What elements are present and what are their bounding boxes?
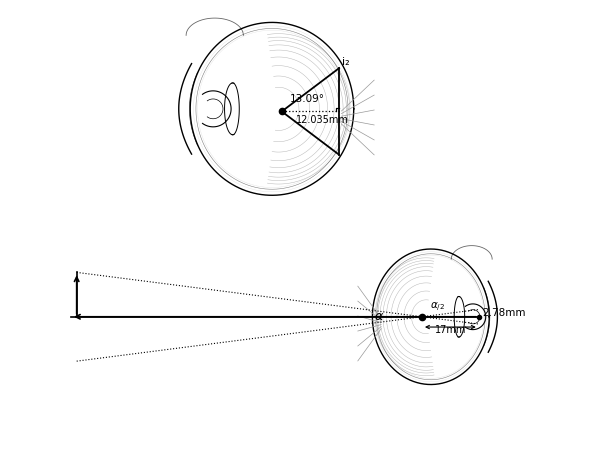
Text: 12.035mm: 12.035mm bbox=[296, 115, 349, 125]
Text: 2.78mm: 2.78mm bbox=[482, 308, 526, 318]
Text: 13.09°: 13.09° bbox=[290, 94, 325, 104]
Text: $\alpha_{/2}$: $\alpha_{/2}$ bbox=[430, 301, 445, 314]
Text: i₂: i₂ bbox=[342, 57, 350, 67]
Text: α: α bbox=[374, 310, 382, 322]
Text: 17mm: 17mm bbox=[434, 325, 466, 335]
